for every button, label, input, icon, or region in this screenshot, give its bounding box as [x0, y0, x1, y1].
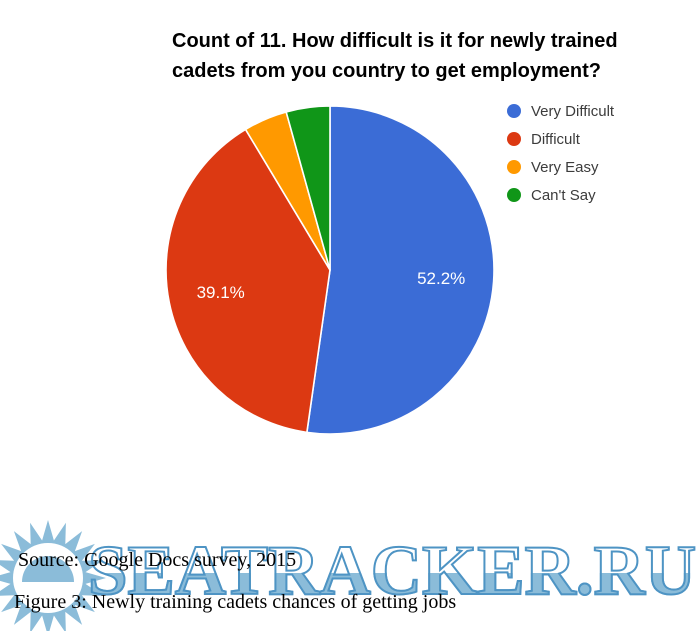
legend-item: Very Easy [507, 153, 614, 181]
source-text: Source: Google Docs survey, 2015 [18, 549, 297, 571]
legend-swatch-icon [507, 160, 521, 174]
pie-slice-difficult [165, 128, 331, 434]
legend-label: Can't Say [531, 186, 596, 204]
legend-label: Very Difficult [531, 102, 615, 120]
pie-slice-can-t-say [285, 105, 331, 271]
legend-item: Difficult [507, 125, 614, 153]
pie-slice-label: 39.1% [197, 283, 245, 302]
pie-slice-label: 52.2% [417, 269, 465, 288]
legend-label: Difficult [531, 130, 580, 148]
chart-title: Count of 11. How difficult is it for new… [172, 26, 682, 86]
chart-title-line2: cadets from you country to get employmen… [172, 60, 601, 82]
legend-item: Can't Say [507, 181, 614, 209]
pie-slice-very-difficult [306, 105, 495, 435]
chart-title-line1: Count of 11. How difficult is it for new… [172, 30, 618, 52]
pie-chart: 52.2% 39.1% [164, 104, 496, 436]
legend-swatch-icon [507, 188, 521, 202]
sunburst-rays [0, 520, 106, 631]
figure-caption: Figure 3: Newly training cadets chances … [14, 591, 457, 613]
legend-swatch-icon [507, 104, 521, 118]
legend-swatch-icon [507, 132, 521, 146]
sunburst-logo [0, 520, 106, 631]
legend-item: Very Difficult [507, 97, 614, 125]
pie-chart-svg: 52.2% 39.1% [165, 105, 495, 435]
chart-legend: Very Difficult Difficult Very Easy Can't Sa… [507, 97, 614, 209]
legend-label: Very Easy [531, 158, 599, 176]
